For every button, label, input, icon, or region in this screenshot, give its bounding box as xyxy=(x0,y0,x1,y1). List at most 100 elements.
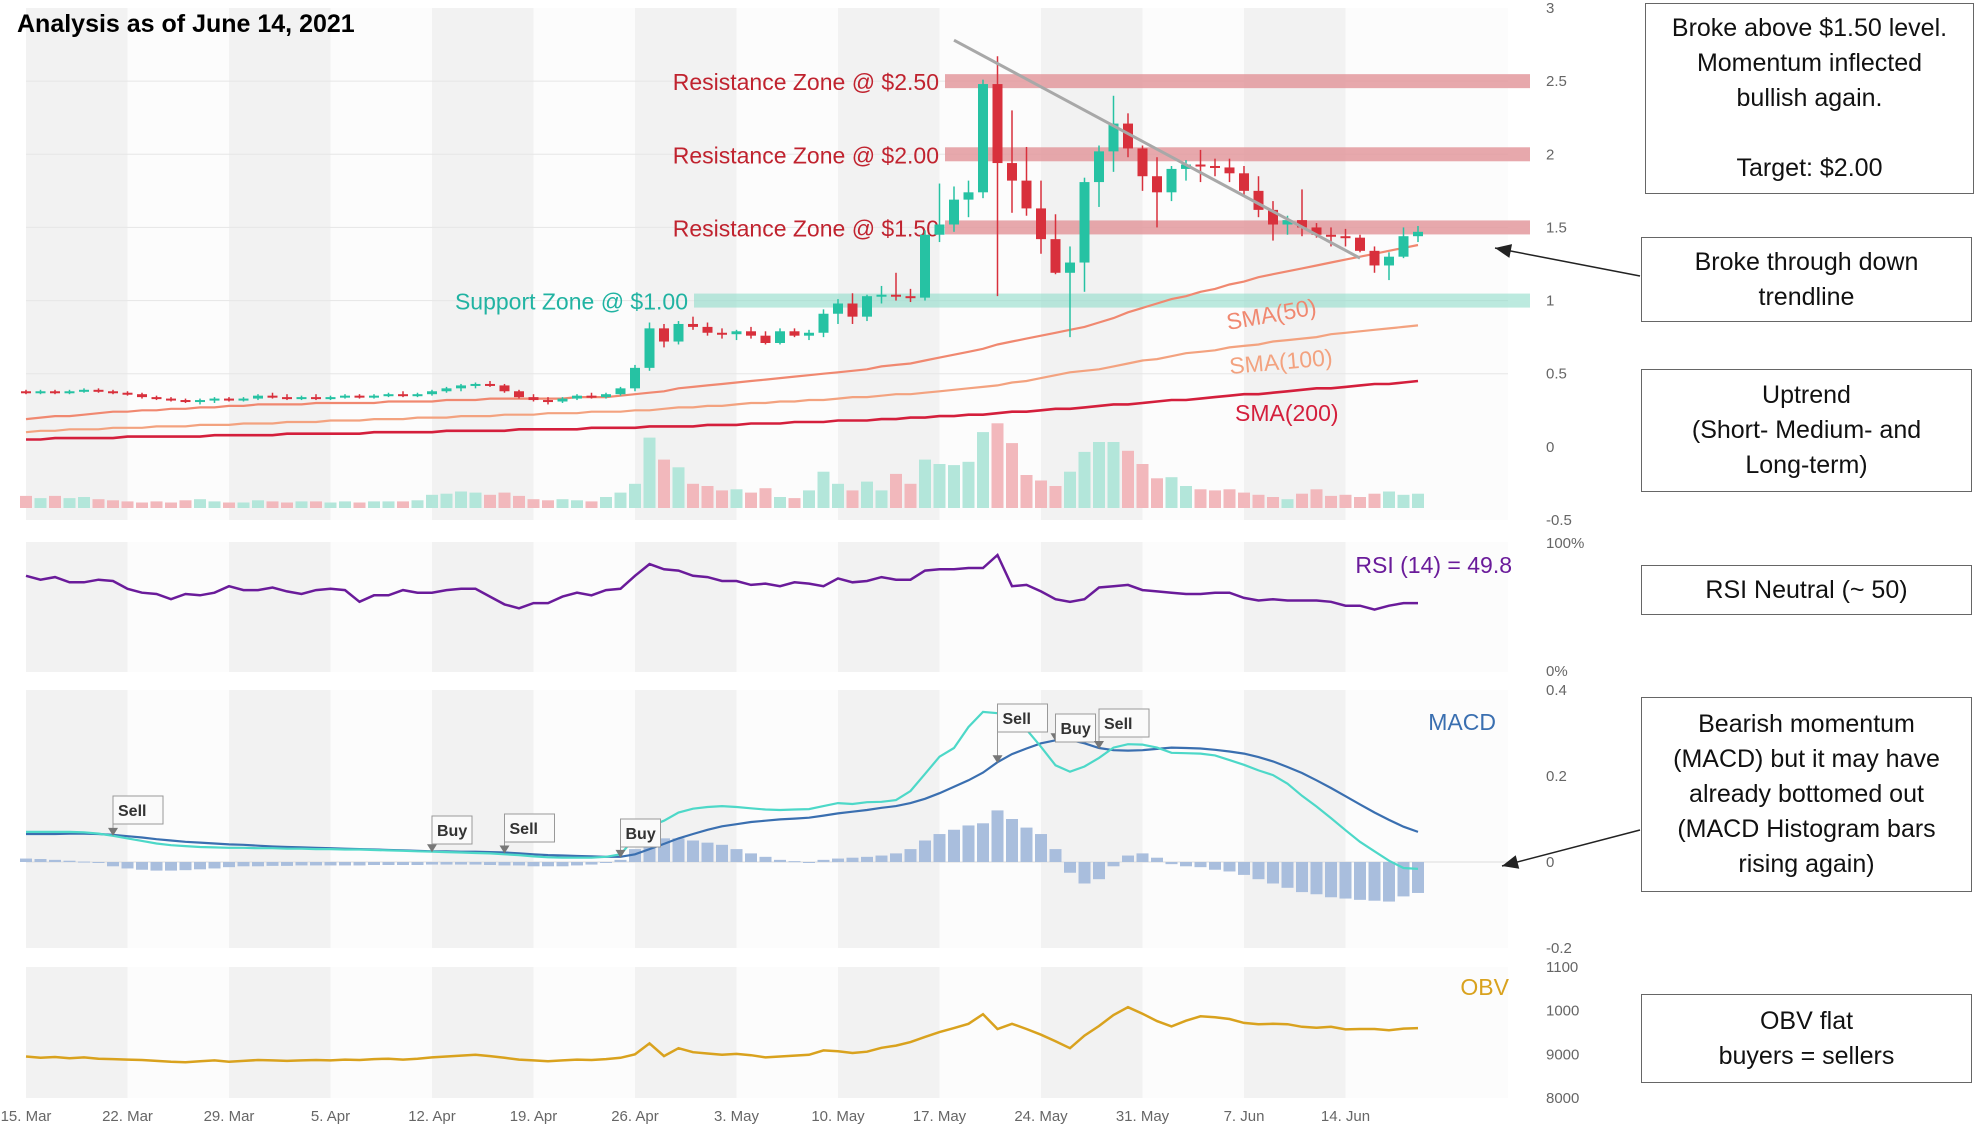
macd-histogram-bar xyxy=(977,823,989,862)
macd-histogram-bar xyxy=(716,844,728,862)
macd-histogram-bar xyxy=(353,862,366,866)
axes: 3 2.5 2 1.5 1 0.5 0 -0.5 100% 0% 0.4 0.2 0 -0.2 1100 10… xyxy=(1,0,1585,1125)
candle-body xyxy=(1094,151,1104,183)
week-band xyxy=(838,690,940,948)
macd-histogram-bar xyxy=(1180,862,1192,867)
note-uptrend: Uptrend (Short- Medium- and Long-term) xyxy=(1641,369,1972,492)
candle-body xyxy=(412,394,423,397)
candle-body xyxy=(50,391,60,394)
candle-body xyxy=(1079,182,1090,263)
macd-histogram-bar xyxy=(1194,862,1207,868)
zone-label: Support Zone @ $1.00 xyxy=(455,289,688,315)
volume-bar xyxy=(1064,471,1076,508)
volume-bar xyxy=(1412,493,1424,508)
macd-histogram-bar xyxy=(759,856,772,862)
x-tick: 29. Mar xyxy=(204,1108,255,1125)
sma-line-2 xyxy=(26,379,1419,441)
signal-flag xyxy=(1055,713,1096,743)
macd-histogram-bar xyxy=(1281,862,1294,888)
arrow-line xyxy=(1494,247,1641,277)
candle-body xyxy=(630,367,640,389)
rsi-panel: RSI (14) = 49.8 xyxy=(25,552,1512,611)
zone-label: Resistance Zone @ $1.50 xyxy=(673,215,939,241)
volume-bar xyxy=(672,467,685,508)
volume-bar xyxy=(904,483,917,508)
macd-histogram-bar xyxy=(556,862,569,867)
volume-bar xyxy=(788,498,801,508)
macd-histogram-bar xyxy=(1049,849,1062,862)
macd-histogram-bar xyxy=(295,862,308,866)
candle-body xyxy=(1268,209,1278,225)
volume-bar xyxy=(1281,499,1294,508)
volume-bar xyxy=(1078,451,1091,508)
volume-bar xyxy=(353,502,366,508)
volume-bar xyxy=(1194,489,1207,508)
volume-bar xyxy=(237,502,250,508)
macd-histogram-bar xyxy=(774,859,786,862)
volume-bar xyxy=(1383,491,1395,508)
candle-body xyxy=(1007,163,1017,181)
macd-histogram-bar xyxy=(1078,862,1091,884)
macd-histogram-bar xyxy=(542,862,554,867)
obv-line xyxy=(25,1005,1419,1064)
volume-bar xyxy=(658,459,670,508)
macd-histogram-bar xyxy=(382,862,395,866)
volume-bar xyxy=(1339,494,1352,508)
candle-body xyxy=(992,84,1003,164)
macd-histogram-bar xyxy=(469,862,482,865)
volume-bar xyxy=(919,459,931,508)
volume-bar xyxy=(223,502,235,508)
candle-body xyxy=(1253,190,1264,210)
volume-bar xyxy=(1165,477,1178,508)
candle-body xyxy=(586,395,597,398)
week-band xyxy=(26,8,128,520)
macd-histogram-bar xyxy=(1020,827,1033,862)
candle-body xyxy=(108,391,118,394)
macd-histogram-bar xyxy=(730,849,743,862)
zone-band xyxy=(945,74,1530,89)
candle-body xyxy=(978,84,988,193)
macd-histogram-bar xyxy=(904,849,917,862)
obv-label: OBV xyxy=(1460,974,1509,1000)
volume-bar xyxy=(1238,492,1250,508)
macd-histogram-bar xyxy=(266,862,279,866)
volume-bar xyxy=(687,483,699,508)
macd-histogram-bar xyxy=(1310,862,1323,895)
volume-bar xyxy=(411,500,424,508)
week-band xyxy=(432,967,534,1098)
volume-bar xyxy=(991,423,1004,508)
arrow-head xyxy=(1495,244,1513,258)
macd-histogram-bar xyxy=(745,853,757,862)
volume-bar xyxy=(469,492,482,508)
week-band xyxy=(1041,967,1143,1098)
candle-body xyxy=(325,397,336,400)
macd-histogram-bar xyxy=(49,859,61,862)
volume-bar xyxy=(324,502,337,508)
macd-histogram-bar xyxy=(1107,862,1120,867)
volume-bar xyxy=(890,473,902,508)
macd-histogram-bar xyxy=(34,858,47,862)
candle-body xyxy=(1224,167,1235,174)
macd-histogram-bar xyxy=(1165,862,1178,865)
volume-bar xyxy=(730,489,743,508)
macd-line-1 xyxy=(26,710,1419,870)
volume-bar xyxy=(179,500,192,508)
volume-bar xyxy=(1136,464,1149,508)
candle-body xyxy=(79,389,89,392)
candle-body xyxy=(311,397,321,400)
candle-body xyxy=(746,331,756,336)
macd-histogram-bar xyxy=(397,862,409,866)
signal-label: Sell xyxy=(118,803,146,820)
candle-body xyxy=(296,397,307,400)
macd-histogram-bar xyxy=(92,862,105,863)
volume-bar xyxy=(208,501,221,508)
candlesticks xyxy=(21,56,1423,405)
macd-panel: MACD Sell Buy Sell Buy Sell Buy Sell xyxy=(20,703,1508,902)
macd-tick: -0.2 xyxy=(1546,940,1572,957)
volume-bar xyxy=(368,501,380,508)
macd-histogram-bar xyxy=(1151,857,1163,862)
candle-body xyxy=(543,400,553,403)
volume-bar xyxy=(1310,489,1323,508)
candle-body xyxy=(1123,123,1133,149)
